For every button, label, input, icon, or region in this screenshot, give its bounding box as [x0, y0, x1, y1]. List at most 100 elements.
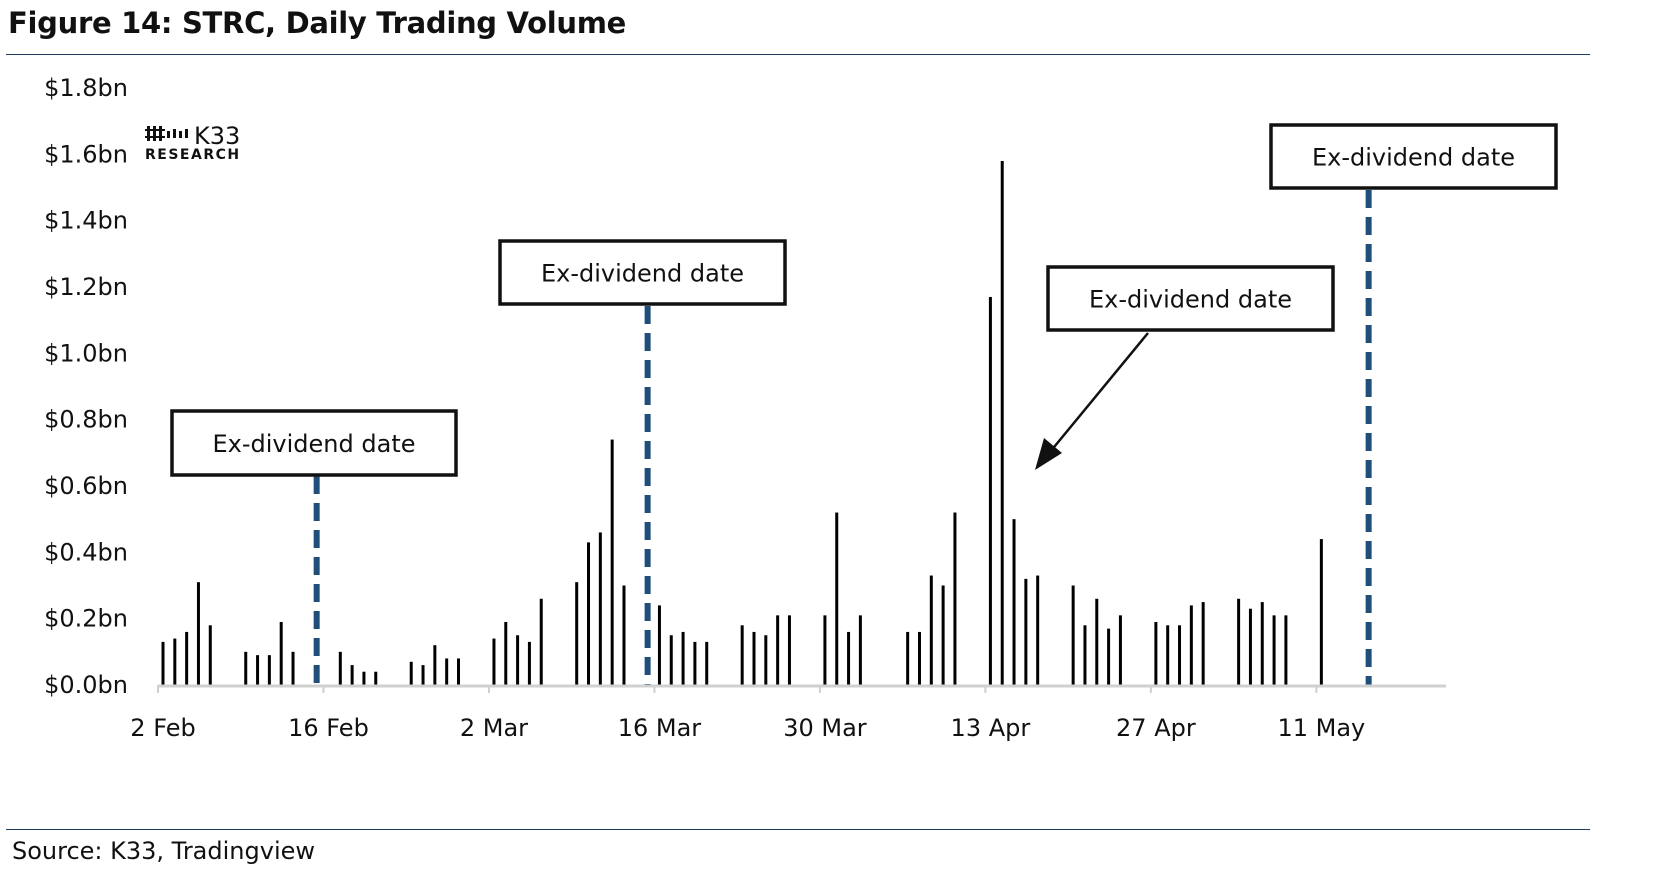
volume-bar	[1036, 575, 1040, 685]
x-tick-label: 11 May	[1277, 714, 1365, 742]
k33-logo: K33 RESEARCH	[145, 122, 240, 163]
x-axis-ticks: 2 Feb 16 Feb 2 Mar 16 Mar 30 Mar 13 Apr 27 Apr…	[130, 685, 1365, 742]
volume-bar	[1248, 608, 1252, 685]
volume-bar	[917, 631, 921, 685]
x-tick-label: 2 Feb	[130, 714, 195, 742]
volume-bar	[988, 296, 992, 685]
y-tick-label: $1.6bn	[44, 140, 128, 168]
volume-bar	[776, 615, 780, 685]
volume-bar	[858, 615, 862, 685]
ex-dividend-callout-label: Ex-dividend date	[1089, 286, 1292, 314]
volume-bar	[823, 615, 827, 685]
volume-bar	[374, 671, 378, 685]
ex-dividend-callout-label: Ex-dividend date	[1312, 144, 1515, 172]
volume-bar	[492, 638, 496, 685]
ex-dividend-callouts: Ex-dividend date Ex-dividend date Ex-divid…	[170, 123, 1558, 477]
callout-arrow-line	[1049, 332, 1149, 453]
y-tick-label: $0.0bn	[44, 671, 128, 699]
ex-dividend-callout-box	[498, 239, 787, 306]
volume-bars	[161, 160, 1323, 685]
volume-bar	[598, 532, 602, 685]
volume-bar	[1284, 615, 1288, 685]
volume-bar	[1189, 605, 1193, 685]
x-tick-label: 13 Apr	[951, 714, 1031, 742]
volume-bar	[161, 641, 165, 685]
volume-bar	[681, 631, 685, 685]
figure-title: Figure 14: STRC, Daily Trading Volume	[8, 6, 627, 40]
ex-dividend-callout-label: Ex-dividend date	[541, 260, 744, 288]
ex-dividend-callout-box	[1269, 123, 1558, 190]
volume-bar	[847, 631, 851, 685]
volume-bar	[421, 665, 425, 685]
volume-bar	[587, 542, 591, 685]
k33-logo-name: K33	[194, 122, 240, 150]
volume-bar	[527, 641, 531, 685]
volume-bar	[1000, 160, 1004, 685]
volume-bar	[1201, 602, 1205, 685]
y-tick-label: $0.2bn	[44, 605, 128, 633]
volume-bar	[291, 651, 295, 685]
x-tick-label: 27 Apr	[1116, 714, 1196, 742]
volume-bar	[516, 635, 520, 685]
volume-bar	[740, 625, 744, 685]
volume-bar	[539, 598, 543, 685]
source-divider	[6, 829, 1590, 830]
volume-bar	[1166, 625, 1170, 685]
volume-bar	[256, 655, 260, 685]
volume-bar	[1071, 585, 1075, 685]
volume-bar	[1083, 625, 1087, 685]
volume-bar	[279, 621, 283, 685]
volume-bar	[433, 645, 437, 685]
volume-bar	[350, 665, 354, 685]
volume-bar	[622, 585, 626, 685]
volume-bar	[1178, 625, 1182, 685]
y-axis-ticks: $0.0bn $0.2bn $0.4bn $0.6bn $0.8bn $1.0bn $1.2…	[44, 74, 128, 699]
volume-bar	[208, 625, 212, 685]
x-tick-label: 16 Mar	[618, 714, 702, 742]
y-tick-label: $1.2bn	[44, 273, 128, 301]
source-note: Source: K33, Tradingview	[12, 837, 315, 865]
ex-dividend-callout-box	[170, 409, 458, 477]
ex-dividend-lines	[313, 190, 1372, 685]
ex-dividend-callout-label: Ex-dividend date	[213, 430, 416, 458]
volume-bar	[173, 638, 177, 685]
volume-bar	[1012, 519, 1016, 685]
volume-bar	[1260, 602, 1264, 685]
volume-bar	[693, 641, 697, 685]
volume-bar	[196, 582, 200, 685]
y-tick-label: $1.8bn	[44, 74, 128, 102]
callout-arrow-head	[1035, 438, 1062, 470]
volume-bar	[657, 605, 661, 685]
volume-bar	[941, 585, 945, 685]
volume-bar	[575, 582, 579, 685]
volume-bar	[1319, 539, 1323, 685]
volume-bar	[669, 635, 673, 685]
volume-bar	[185, 631, 189, 685]
volume-bar	[787, 615, 791, 685]
k33-logo-mark	[145, 126, 188, 141]
volume-bar	[705, 641, 709, 685]
volume-bar	[1118, 615, 1122, 685]
volume-bar	[929, 575, 933, 685]
y-tick-label: $0.6bn	[44, 472, 128, 500]
volume-bar	[764, 635, 768, 685]
volume-bar	[1024, 578, 1028, 685]
volume-bar	[835, 512, 839, 685]
volume-bar	[906, 631, 910, 685]
x-tick-label: 2 Mar	[460, 714, 528, 742]
volume-bar	[1237, 598, 1241, 685]
volume-bar	[445, 658, 449, 685]
volume-bar	[752, 631, 756, 685]
volume-bar	[610, 439, 614, 685]
title-divider	[6, 54, 1590, 55]
volume-bar	[953, 512, 957, 685]
x-tick-label: 30 Mar	[783, 714, 867, 742]
y-tick-label: $0.4bn	[44, 538, 128, 566]
y-tick-label: $1.0bn	[44, 339, 128, 367]
volume-bar	[1154, 621, 1158, 685]
volume-bar	[409, 661, 413, 685]
volume-bar	[362, 671, 366, 685]
y-tick-label: $0.8bn	[44, 406, 128, 434]
volume-bar	[244, 651, 248, 685]
volume-bar	[504, 621, 508, 685]
